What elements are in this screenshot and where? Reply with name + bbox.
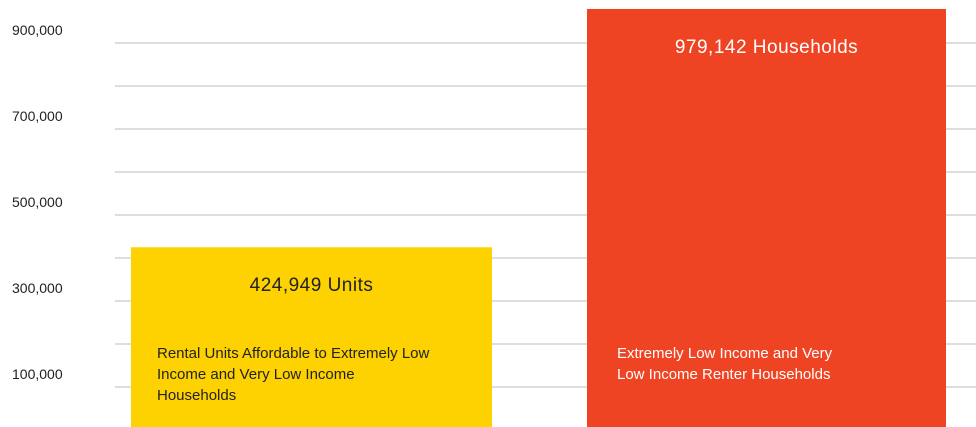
y-tick-label: 500,000	[12, 194, 63, 210]
category-label: Extremely Low Income and Very Low Income…	[617, 345, 833, 383]
y-tick-label: 900,000	[12, 22, 63, 38]
value-label: 424,949 Units	[249, 275, 374, 297]
y-tick-label: 700,000	[12, 108, 63, 124]
y-tick-label: 300,000	[12, 280, 63, 296]
y-tick-label: 100,000	[12, 366, 63, 382]
value-label: 979,142 Households	[674, 36, 859, 58]
bar	[131, 247, 492, 427]
category-label: Rental Units Affordable to Extremely Low…	[157, 345, 430, 404]
bar	[587, 8, 946, 427]
